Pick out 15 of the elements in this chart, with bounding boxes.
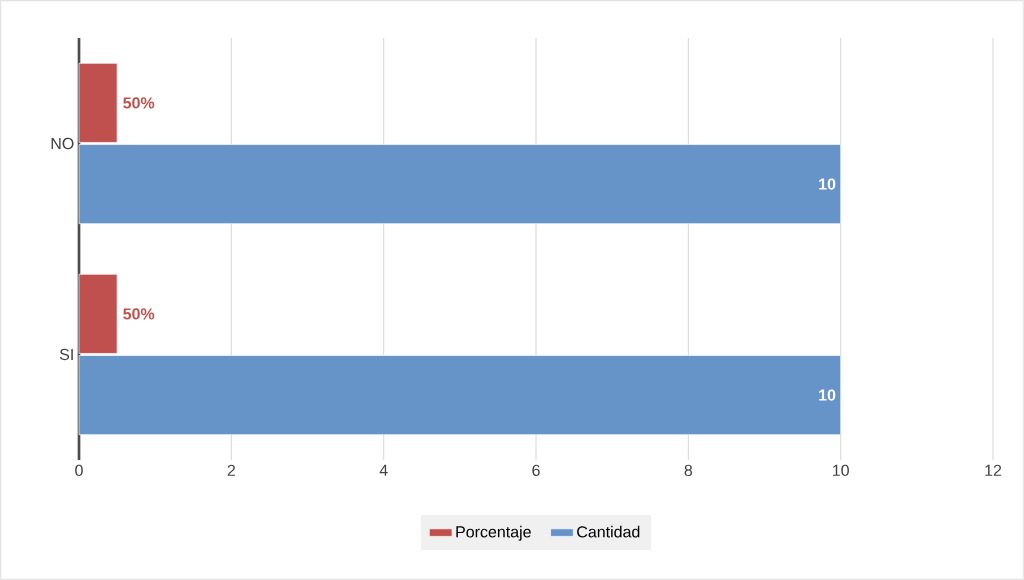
data-label: 10	[819, 178, 836, 190]
x-tick-label: 6	[532, 464, 540, 477]
x-tick-label: 12	[985, 464, 1002, 476]
data-label: 50%	[123, 308, 155, 320]
data-label: 10	[819, 389, 836, 401]
x-tick-label: 2	[227, 464, 235, 476]
x-tick-label: 4	[379, 464, 388, 476]
x-tick-label: 8	[684, 464, 693, 477]
legend-label: Porcentaje	[456, 525, 531, 541]
data-label: 50%	[123, 97, 155, 109]
y-tick-label: SI	[59, 348, 73, 361]
y-tick-label: NO	[51, 137, 74, 150]
legend-label: Cantidad	[577, 525, 640, 538]
x-tick-label: 0	[75, 464, 83, 477]
x-tick-label: 10	[832, 464, 849, 477]
